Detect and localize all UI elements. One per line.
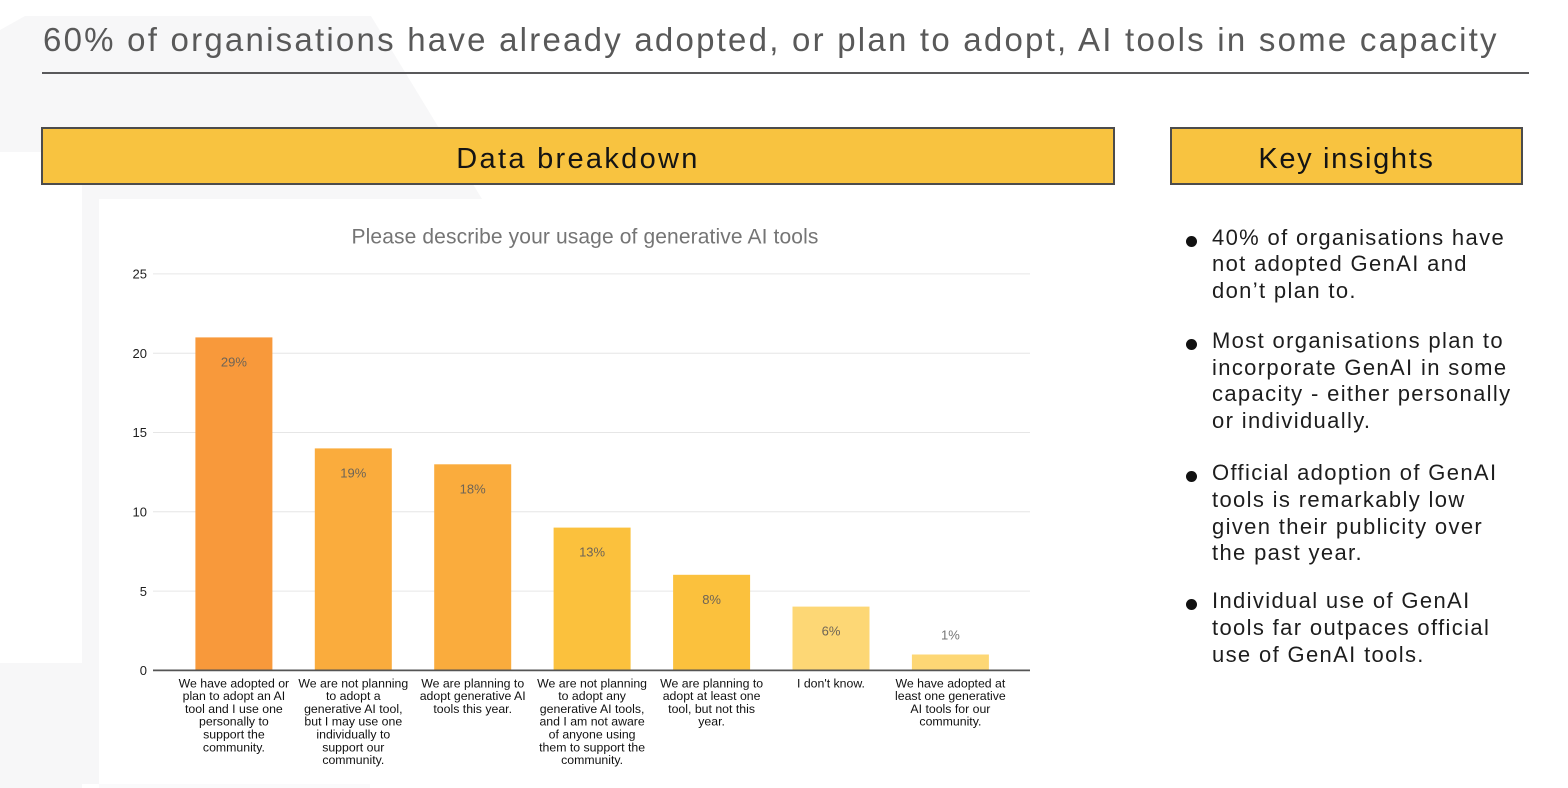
svg-text:community.: community. [561, 753, 623, 767]
svg-text:18%: 18% [460, 481, 486, 496]
svg-text:15: 15 [133, 425, 147, 440]
svg-text:community.: community. [203, 740, 265, 754]
svg-text:tool, but not this: tool, but not this [668, 702, 755, 716]
svg-text:generative AI tools,: generative AI tools, [540, 702, 645, 716]
svg-text:least one generative: least one generative [895, 689, 1006, 703]
svg-text:them to support the: them to support the [539, 740, 645, 754]
svg-text:I don't know.: I don't know. [797, 676, 865, 690]
svg-text:We have adopted or: We have adopted or [179, 676, 290, 690]
svg-text:0: 0 [140, 663, 147, 678]
svg-text:tools this year.: tools this year. [433, 702, 512, 716]
svg-text:We have adopted at: We have adopted at [895, 676, 1005, 690]
svg-text:We are not planning: We are not planning [537, 676, 647, 690]
svg-text:13%: 13% [579, 545, 605, 560]
svg-text:and I am not aware: and I am not aware [539, 715, 644, 729]
svg-text:to adopt a: to adopt a [326, 689, 381, 703]
svg-text:personally to: personally to [199, 715, 269, 729]
svg-text:25: 25 [133, 267, 147, 282]
svg-text:of anyone using: of anyone using [549, 728, 636, 742]
svg-text:8%: 8% [702, 592, 721, 607]
svg-text:individually to: individually to [316, 728, 390, 742]
svg-text:We are not planning: We are not planning [298, 676, 408, 690]
svg-text:community.: community. [919, 715, 981, 729]
svg-text:plan to adopt an AI: plan to adopt an AI [183, 689, 286, 703]
svg-text:AI tools for our: AI tools for our [910, 702, 990, 716]
svg-text:support the: support the [203, 728, 265, 742]
svg-text:community.: community. [322, 753, 384, 767]
svg-text:but I may use one: but I may use one [304, 715, 402, 729]
svg-text:generative AI tool,: generative AI tool, [304, 702, 402, 716]
svg-text:5: 5 [140, 584, 147, 599]
svg-text:29%: 29% [221, 354, 247, 369]
svg-text:Please describe your usage of: Please describe your usage of generative… [352, 226, 819, 249]
svg-text:10: 10 [133, 505, 147, 520]
svg-text:We are planning to: We are planning to [660, 676, 763, 690]
svg-text:adopt generative AI: adopt generative AI [420, 689, 526, 703]
svg-text:19%: 19% [340, 465, 366, 480]
svg-text:1%: 1% [941, 628, 960, 643]
svg-text:adopt at least one: adopt at least one [663, 689, 761, 703]
svg-text:We are planning to: We are planning to [421, 676, 524, 690]
svg-text:6%: 6% [822, 624, 841, 639]
svg-text:year.: year. [698, 715, 725, 729]
svg-text:20: 20 [133, 346, 147, 361]
svg-text:support our: support our [322, 740, 384, 754]
svg-text:to adopt any: to adopt any [558, 689, 627, 703]
svg-text:tool and I use one: tool and I use one [185, 702, 283, 716]
